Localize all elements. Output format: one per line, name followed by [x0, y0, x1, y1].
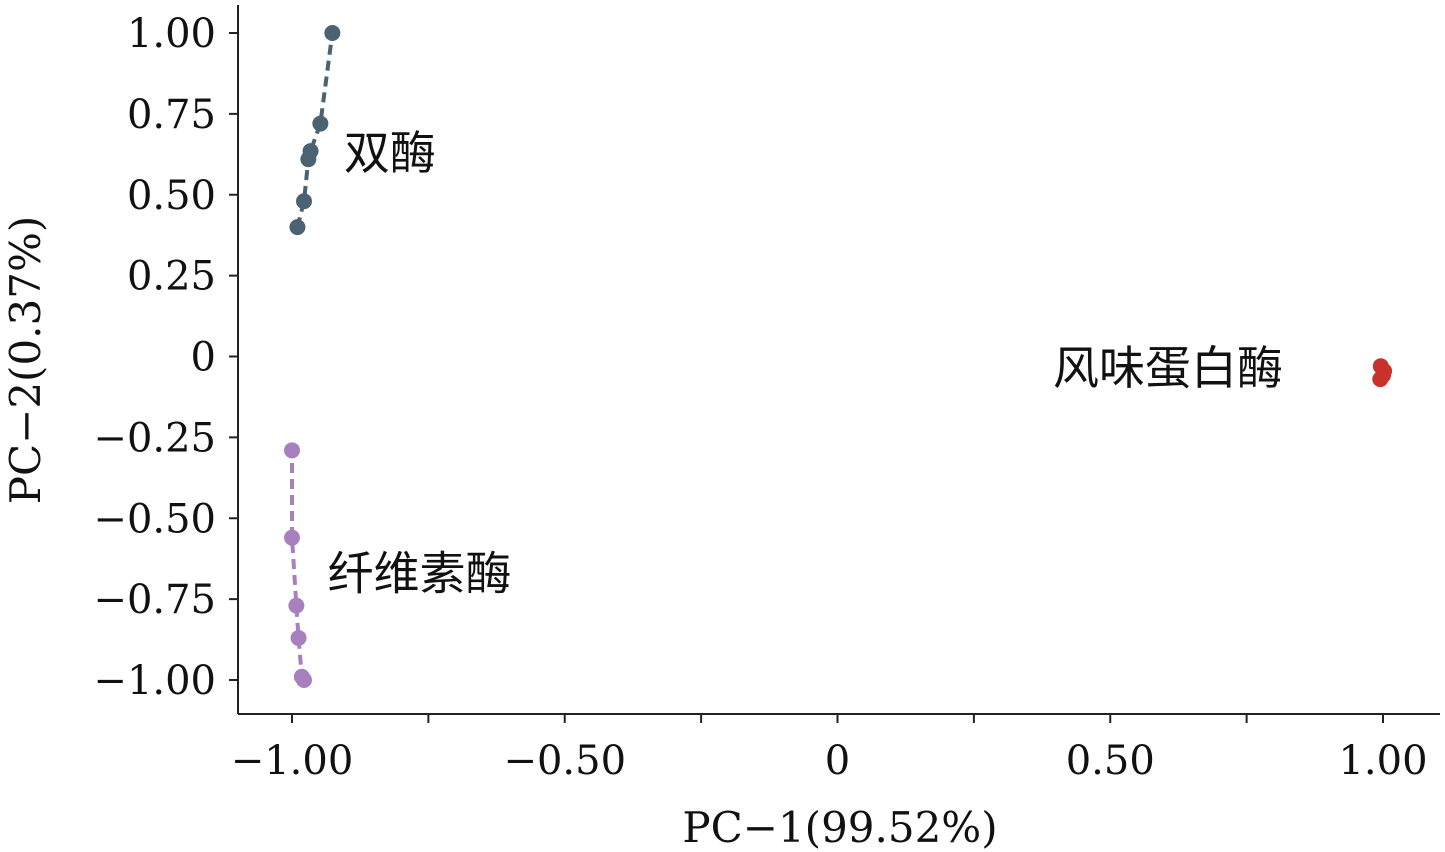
- x-axis-title: PC−1(99.52%): [682, 803, 997, 852]
- y-axis-title: PC−2(0.37%): [1, 216, 50, 505]
- y-tick-label: −0.75: [93, 577, 216, 623]
- data-point: [289, 219, 306, 236]
- series-layer: [284, 25, 1393, 688]
- data-point: [296, 193, 313, 210]
- y-tick-label: 0.25: [127, 254, 216, 300]
- y-tick-label: −0.50: [93, 496, 216, 542]
- x-tick-label: 0: [825, 738, 850, 784]
- data-point: [302, 143, 319, 160]
- series-3: [1372, 358, 1393, 388]
- data-point: [1375, 367, 1391, 384]
- series-1: [289, 25, 341, 236]
- series-2: [284, 442, 313, 688]
- x-tick-label: 1.00: [1338, 738, 1427, 784]
- data-point: [288, 597, 305, 614]
- y-tick-label: 1.00: [127, 11, 216, 57]
- x-tick-label: −0.50: [503, 738, 626, 784]
- data-point: [284, 529, 300, 546]
- y-tick-label: −0.25: [93, 415, 216, 461]
- data-point: [284, 442, 300, 459]
- data-point: [290, 629, 307, 646]
- y-tick-label: 0.75: [127, 92, 216, 138]
- y-tick-label: 0.50: [127, 173, 216, 219]
- y-tick-label: −1.00: [93, 658, 216, 704]
- x-tick-label: 0.50: [1066, 738, 1155, 784]
- group-label: 纤维素酶: [327, 546, 511, 600]
- group-label: 双酶: [344, 126, 436, 180]
- group-label: 风味蛋白酶: [1053, 341, 1283, 395]
- data-point: [312, 115, 329, 132]
- axes: 1.00 0.75 0.50 0.25 0 −0.25 −0.50 −0.75 −1.00 −1.…: [93, 5, 1440, 784]
- data-point: [296, 672, 313, 688]
- x-tick-label: −1.00: [231, 738, 354, 784]
- y-tick-label: 0: [191, 335, 216, 381]
- data-point: [324, 25, 341, 41]
